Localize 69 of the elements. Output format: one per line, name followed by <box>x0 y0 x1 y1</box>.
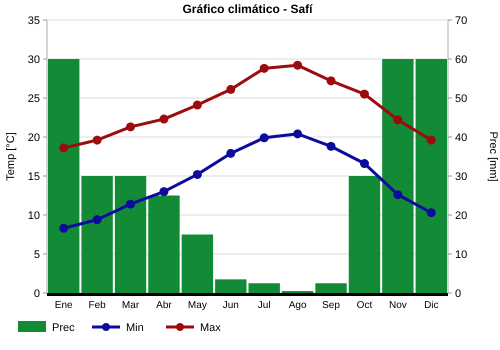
legend-label: Prec <box>52 322 76 334</box>
y-tick-label: 15 <box>28 171 40 183</box>
bar <box>315 283 347 293</box>
x-tick-label: Oct <box>356 300 372 311</box>
x-tick-label: Ago <box>288 300 307 311</box>
y2-tick-label: 40 <box>455 132 468 144</box>
y2-tick-label: 60 <box>455 54 468 66</box>
y-tick-label: 5 <box>34 249 40 261</box>
x-tick-label: May <box>188 300 207 311</box>
bar <box>416 59 447 293</box>
y-tick-label: 0 <box>34 288 40 300</box>
point <box>159 114 168 124</box>
x-tick-label: Feb <box>88 300 106 311</box>
point <box>293 60 302 70</box>
point <box>159 187 168 196</box>
bar <box>148 196 180 293</box>
point <box>192 100 202 110</box>
y-tick-label: 10 <box>28 210 40 222</box>
bar <box>215 279 246 293</box>
x-tick-label: Jun <box>222 300 239 311</box>
bar <box>114 176 146 293</box>
y-axis-title: Temp [°C] <box>5 132 17 181</box>
point <box>393 115 402 124</box>
x-tick-label: Sep <box>322 300 340 311</box>
y-tick-label: 25 <box>28 93 40 105</box>
y-tick-label: 30 <box>28 54 40 66</box>
point <box>393 190 402 200</box>
point <box>360 90 369 99</box>
legend-label: Min <box>126 322 144 334</box>
x-tick-label: Mar <box>122 300 140 311</box>
y2-tick-label: 30 <box>455 171 468 183</box>
point <box>326 76 336 86</box>
bar <box>348 176 380 293</box>
point <box>92 215 102 224</box>
point <box>226 148 236 158</box>
bar <box>382 59 414 293</box>
legend-label: Max <box>200 322 222 334</box>
bar <box>182 234 214 293</box>
point <box>192 170 202 179</box>
y2-tick-label: 10 <box>455 249 468 261</box>
point <box>260 133 269 142</box>
point <box>59 143 68 152</box>
y2-tick-label: 0 <box>455 288 462 300</box>
y2-tick-label: 50 <box>455 93 468 105</box>
point <box>293 129 302 138</box>
point <box>360 159 369 168</box>
point <box>426 136 436 145</box>
point <box>59 224 68 233</box>
point <box>126 122 136 132</box>
y-tick-label: 20 <box>28 132 40 144</box>
point <box>226 84 236 94</box>
y2-tick-label: 70 <box>455 15 468 27</box>
x-tick-label: Jul <box>258 300 271 311</box>
x-tick-label: Dic <box>424 300 439 311</box>
bar <box>48 59 80 293</box>
point <box>260 64 269 73</box>
point <box>126 200 136 209</box>
x-tick-label: Nov <box>388 300 407 311</box>
y2-axis-title: Prec [mm] <box>487 131 499 182</box>
point <box>426 208 436 218</box>
point <box>326 142 336 151</box>
chart-title: Gráfico climático - Safí <box>182 2 314 16</box>
bar <box>81 176 113 293</box>
x-tick-label: Abr <box>156 300 172 311</box>
point <box>92 136 102 145</box>
bar <box>248 283 280 293</box>
x-tick-label: Ene <box>54 300 74 311</box>
y-tick-label: 35 <box>28 15 40 27</box>
y2-tick-label: 20 <box>455 210 468 222</box>
